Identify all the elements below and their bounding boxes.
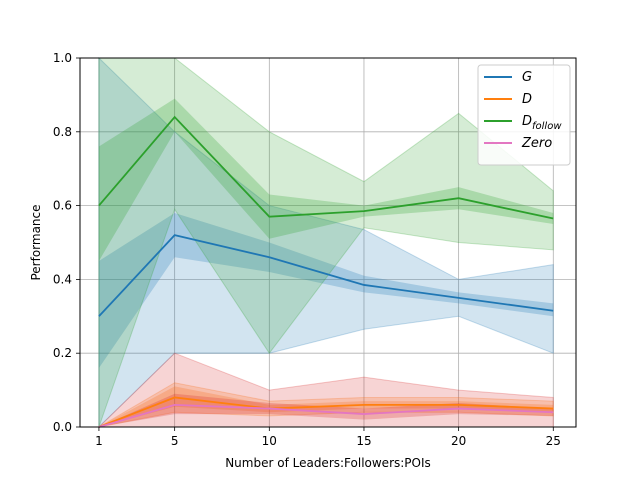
inner-band-g bbox=[98, 212, 554, 368]
series-line-d-follow bbox=[98, 115, 554, 220]
plot-frame bbox=[79, 57, 577, 428]
legend: GD Dfollow Zero bbox=[477, 64, 571, 166]
x-tick-label: 25 bbox=[546, 434, 561, 448]
y-tick-label: 0.8 bbox=[53, 125, 72, 139]
x-axis-label: Number of Leaders:Followers:POIs bbox=[225, 456, 431, 470]
series-line-g bbox=[98, 234, 554, 317]
y-tick-label: 0.2 bbox=[53, 346, 72, 360]
outer-band-d-follow bbox=[98, 57, 554, 428]
y-tick-label: 1.0 bbox=[53, 51, 72, 65]
series-lines bbox=[98, 115, 554, 428]
legend-entry-d-follow: Dfollow bbox=[522, 114, 562, 132]
inner-band-d-follow bbox=[98, 98, 554, 261]
axis-ticks: 1 5 10 15 20 250.00.20.40.60.81.0 bbox=[53, 51, 561, 448]
legend-box bbox=[477, 64, 571, 166]
legend-entry-g: G bbox=[522, 70, 532, 85]
outer-band-g bbox=[98, 56, 554, 429]
x-tick-label: 15 bbox=[356, 434, 371, 448]
y-tick-label: 0.6 bbox=[53, 199, 72, 213]
series-line-zero bbox=[98, 403, 554, 428]
legend-entry-zero: Zero bbox=[521, 136, 552, 151]
series-line-d bbox=[98, 396, 554, 428]
legend-entry-d: D bbox=[522, 92, 532, 107]
x-tick-label: 5 bbox=[171, 434, 179, 448]
x-tick-label: 10 bbox=[262, 434, 277, 448]
y-tick-label: 0.0 bbox=[53, 420, 72, 434]
x-tick-label: 1 bbox=[95, 434, 103, 448]
y-tick-label: 0.4 bbox=[53, 272, 72, 286]
y-axis-label: Performance bbox=[29, 204, 43, 280]
x-tick-label: 20 bbox=[451, 434, 466, 448]
